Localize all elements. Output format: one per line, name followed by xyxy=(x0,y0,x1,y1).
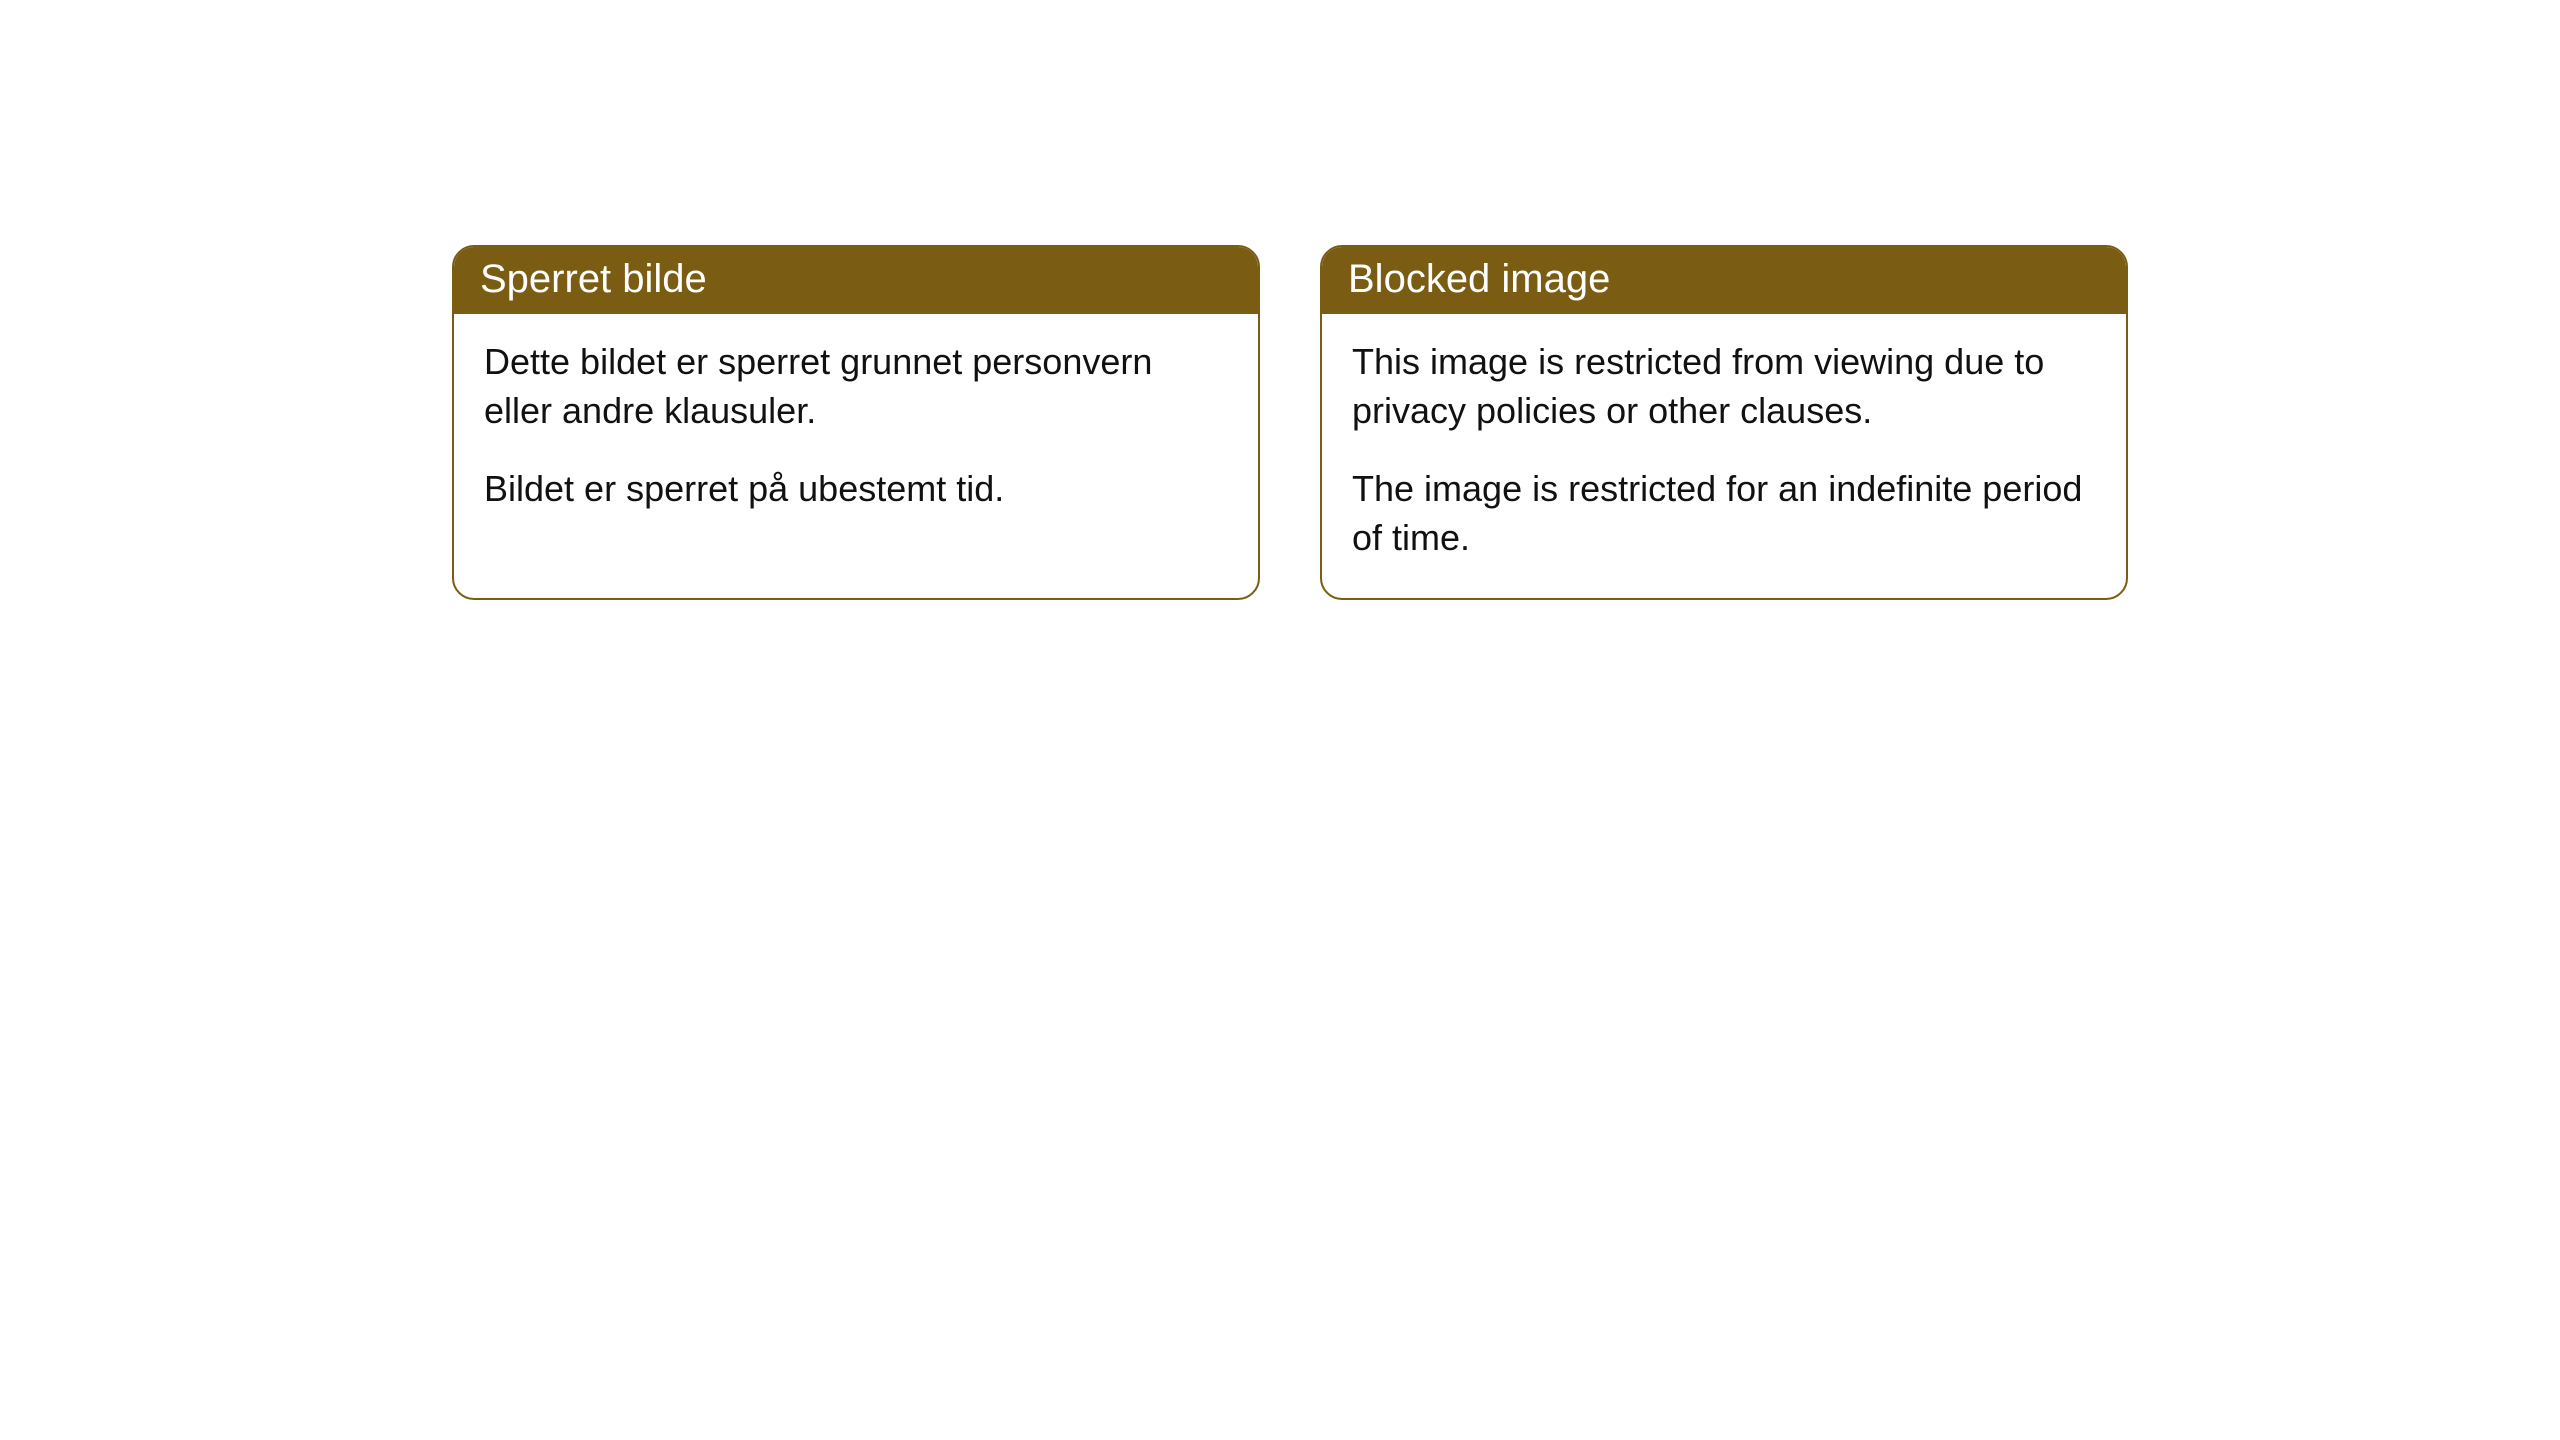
notice-card-norwegian: Sperret bilde Dette bildet er sperret gr… xyxy=(452,245,1260,600)
notice-cards-container: Sperret bilde Dette bildet er sperret gr… xyxy=(0,0,2560,600)
card-body-norwegian: Dette bildet er sperret grunnet personve… xyxy=(454,314,1258,550)
paragraph-english-1: This image is restricted from viewing du… xyxy=(1352,338,2096,435)
paragraph-norwegian-2: Bildet er sperret på ubestemt tid. xyxy=(484,465,1228,514)
card-title-english: Blocked image xyxy=(1322,247,2126,314)
paragraph-english-2: The image is restricted for an indefinit… xyxy=(1352,465,2096,562)
paragraph-norwegian-1: Dette bildet er sperret grunnet personve… xyxy=(484,338,1228,435)
card-body-english: This image is restricted from viewing du… xyxy=(1322,314,2126,598)
card-title-norwegian: Sperret bilde xyxy=(454,247,1258,314)
notice-card-english: Blocked image This image is restricted f… xyxy=(1320,245,2128,600)
